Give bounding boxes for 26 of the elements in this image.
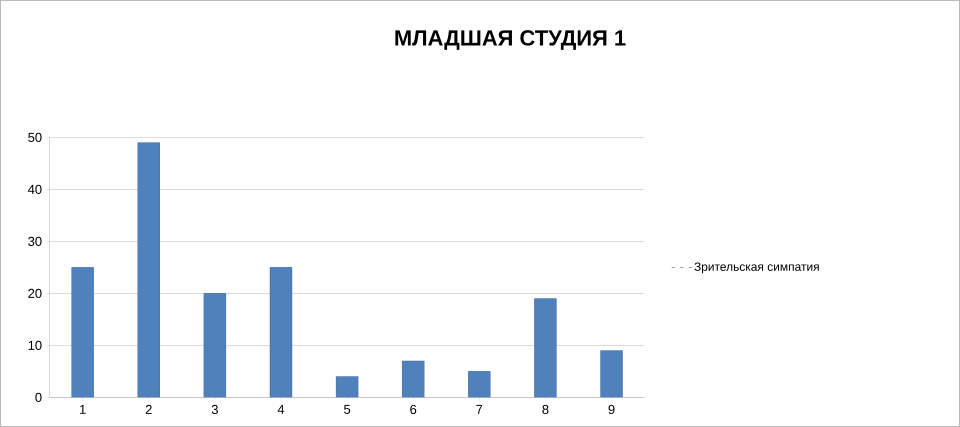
x-tick-label: 1 — [80, 404, 86, 414]
x-tick-label: 3 — [212, 404, 218, 414]
bar — [71, 267, 94, 398]
legend-label: Зрительская симпатия — [694, 262, 819, 274]
x-tick-label: 6 — [410, 404, 416, 414]
bar — [600, 350, 623, 398]
y-tick-label: 20 — [28, 288, 42, 298]
x-tick-label: 2 — [146, 404, 152, 414]
bar — [402, 360, 424, 398]
bar — [270, 267, 292, 398]
bar — [534, 298, 557, 398]
bar — [204, 293, 226, 398]
y-tick-label: 0 — [35, 392, 42, 402]
bar — [468, 371, 491, 398]
x-tick-label: 5 — [344, 404, 350, 414]
bar — [138, 142, 160, 398]
bar — [336, 376, 358, 398]
x-tick-label: 4 — [278, 404, 284, 414]
y-tick-label: 30 — [28, 236, 42, 246]
x-tick-label: 8 — [542, 404, 548, 414]
x-tick-label: 9 — [608, 404, 615, 414]
y-tick-label: 10 — [28, 340, 42, 350]
chart-title: МЛАДШАЯ СТУДИЯ 1 — [395, 30, 626, 50]
y-tick-label: 50 — [28, 132, 42, 142]
y-tick-label: 40 — [28, 184, 42, 194]
x-tick-label: 7 — [476, 404, 482, 414]
